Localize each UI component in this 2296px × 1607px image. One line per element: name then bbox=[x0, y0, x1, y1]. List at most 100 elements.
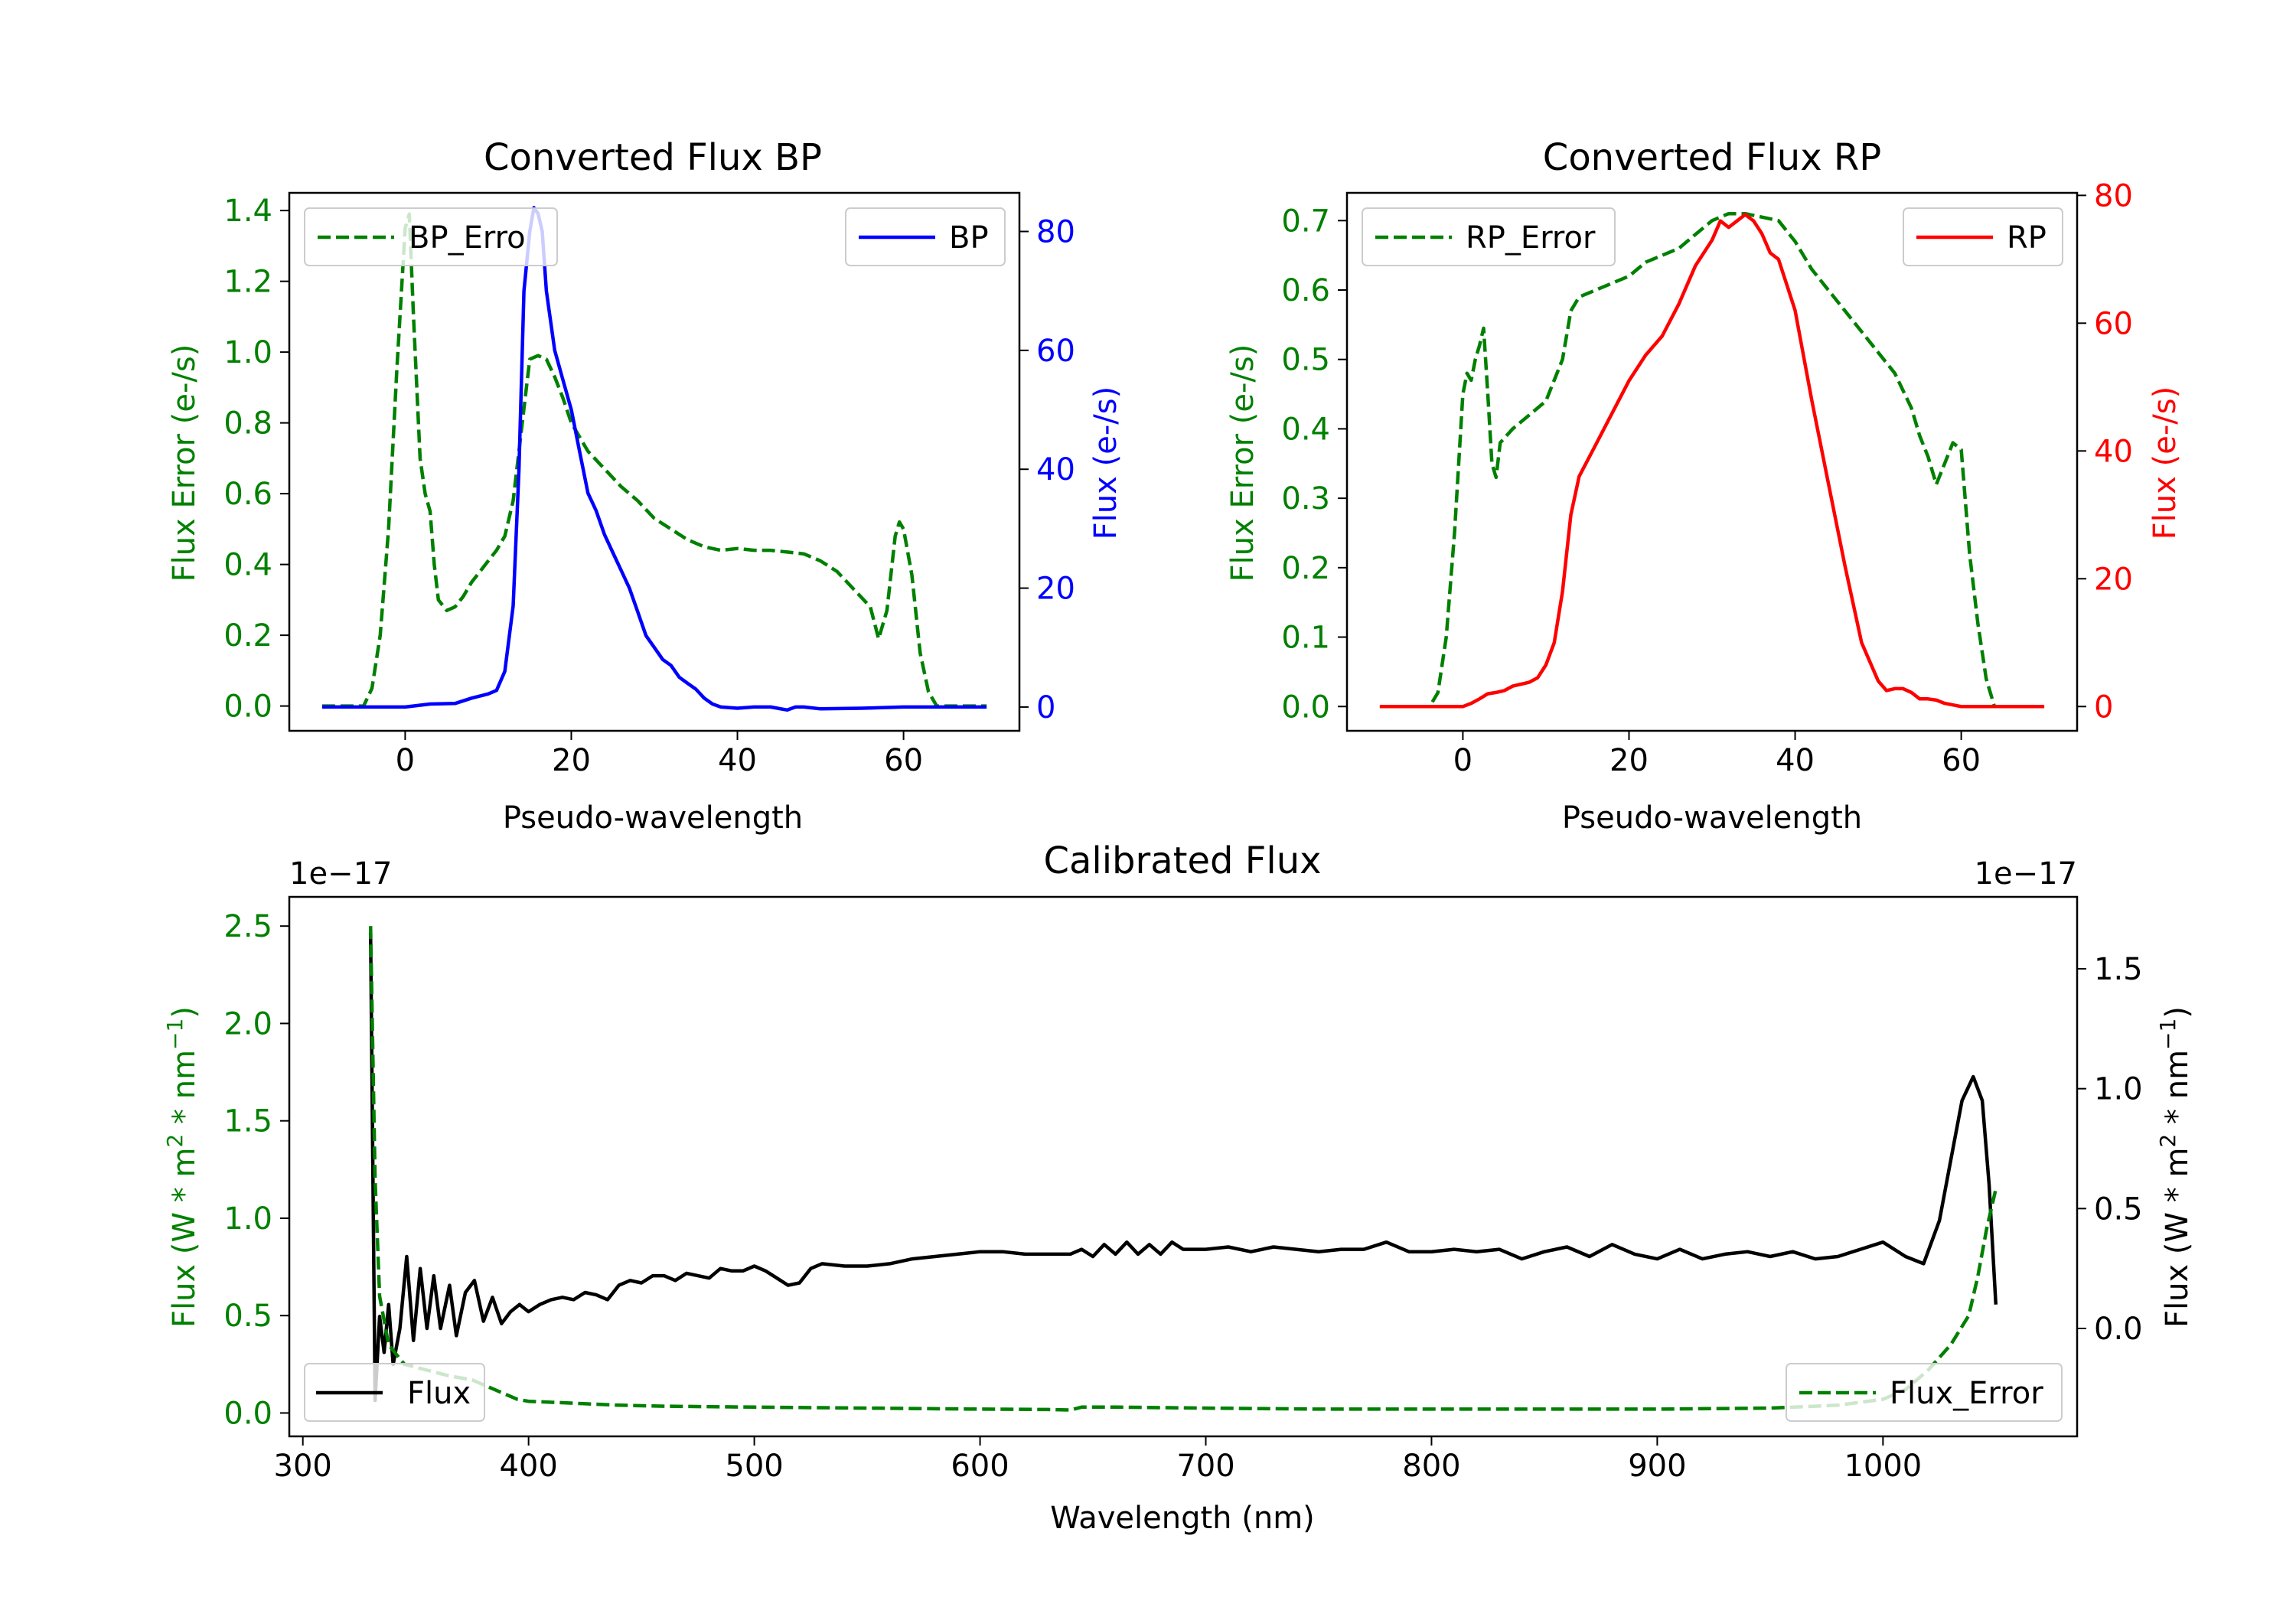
y-left-tick-label: 0.8 bbox=[223, 406, 272, 442]
bp-legend-left-label: BP_Erro bbox=[409, 220, 526, 256]
cal-legend-right: Flux_Error bbox=[1786, 1363, 2063, 1422]
y-right-tick-label: 0.0 bbox=[2094, 1312, 2143, 1347]
cal-xlabel: Wavelength (nm) bbox=[1050, 1501, 1315, 1536]
cal-ylabel-left: Flux (W * m2 * nm−1) bbox=[162, 1006, 202, 1328]
cal-plot-frame bbox=[288, 895, 2079, 1438]
cal-ylabel-left-exp: −1 bbox=[162, 1019, 188, 1050]
bp-xlabel: Pseudo-wavelength bbox=[503, 800, 803, 836]
cal-ylabel-right-b: * nm bbox=[2160, 1050, 2195, 1134]
y-left-tick-label: 2.5 bbox=[223, 909, 272, 944]
cal-ylabel-right-sup2: 2 bbox=[2155, 1134, 2180, 1148]
y-left-tick-label: 0.0 bbox=[223, 1396, 272, 1431]
y-right-tick-label: 0 bbox=[2094, 689, 2113, 725]
cal-legend-left: Flux bbox=[304, 1363, 485, 1422]
x-tick-label: 700 bbox=[1176, 1449, 1234, 1484]
x-tick-label: 40 bbox=[718, 743, 757, 778]
y-left-tick-label: 0.4 bbox=[223, 548, 272, 583]
series-line-rp-error bbox=[1379, 211, 2045, 709]
x-tick-label: 600 bbox=[951, 1449, 1009, 1484]
rp-ylabel-right: Flux (e-/s) bbox=[2148, 386, 2183, 539]
bp-panel: Converted Flux BP Pseudo-wavelength Flux… bbox=[167, 136, 1124, 836]
y-right-tick-label: 20 bbox=[2094, 562, 2133, 597]
y-left-tick-label: 0.7 bbox=[1281, 204, 1330, 239]
cal-xticks: 300 400 500 600 700 800 900 1000 bbox=[274, 1436, 1922, 1484]
rp-panel: Converted Flux RP Pseudo-wavelength Flux… bbox=[1225, 136, 2183, 836]
bp-xticks: 0 20 40 60 bbox=[396, 731, 923, 778]
cal-yticks-left: 0.0 0.5 1.0 1.5 2.0 2.5 bbox=[223, 909, 289, 1431]
x-tick-label: 800 bbox=[1402, 1449, 1460, 1484]
y-left-tick-label: 0.6 bbox=[1281, 273, 1330, 308]
cal-yticks-right: 0.0 0.5 1.0 1.5 bbox=[2077, 952, 2143, 1347]
series-line-bp bbox=[321, 206, 987, 712]
x-tick-label: 20 bbox=[552, 743, 591, 778]
y-left-tick-label: 1.0 bbox=[223, 335, 272, 370]
cal-title: Calibrated Flux bbox=[1043, 839, 1321, 882]
x-tick-label: 1000 bbox=[1844, 1449, 1922, 1484]
cal-ylabel-left-close: ) bbox=[167, 1006, 202, 1019]
x-tick-label: 400 bbox=[499, 1449, 557, 1484]
x-tick-label: 300 bbox=[274, 1449, 332, 1484]
y-right-tick-label: 0 bbox=[1036, 690, 1055, 725]
y-left-tick-label: 0.2 bbox=[1281, 551, 1330, 586]
cal-offset-left: 1e−17 bbox=[289, 856, 392, 892]
rp-plot-frame bbox=[1345, 191, 2079, 732]
y-right-tick-label: 80 bbox=[1036, 214, 1075, 249]
rp-yticks-left: 0.0 0.1 0.2 0.3 0.4 0.5 0.6 0.7 bbox=[1281, 204, 1347, 725]
cal-ylabel-right-exp: −1 bbox=[2155, 1019, 2180, 1050]
series-line-rp bbox=[1379, 213, 2045, 709]
x-tick-label: 0 bbox=[396, 743, 415, 778]
cal-offset-right: 1e−17 bbox=[1975, 856, 2077, 892]
series-line-flux bbox=[368, 932, 1998, 1403]
cal-ylabel-right-close: ) bbox=[2160, 1006, 2195, 1019]
y-right-tick-label: 40 bbox=[2094, 434, 2133, 469]
rp-xlabel: Pseudo-wavelength bbox=[1562, 800, 1862, 836]
cal-ylabel-left-a: Flux (W * m bbox=[167, 1148, 202, 1328]
y-left-tick-label: 0.2 bbox=[223, 618, 272, 654]
cal-legend-right-box bbox=[1786, 1363, 2063, 1422]
rp-legend-left-box bbox=[1362, 207, 1616, 266]
cal-ylabel-right: Flux (W * m2 * nm−1) bbox=[2155, 1006, 2195, 1328]
y-left-tick-label: 0.6 bbox=[223, 477, 272, 512]
bp-ylabel-right: Flux (e-/s) bbox=[1088, 386, 1124, 539]
y-right-tick-label: 60 bbox=[1036, 334, 1075, 369]
y-right-tick-label: 60 bbox=[2094, 306, 2133, 341]
y-left-tick-label: 0.3 bbox=[1281, 481, 1330, 517]
rp-legend-right-label: RP bbox=[2007, 220, 2047, 256]
y-left-tick-label: 0.4 bbox=[1281, 412, 1330, 447]
y-right-tick-label: 0.5 bbox=[2094, 1191, 2143, 1227]
bp-ylabel-left: Flux Error (e-/s) bbox=[167, 344, 202, 582]
rp-yticks-right: 0 20 40 60 80 bbox=[2077, 178, 2133, 725]
y-right-tick-label: 40 bbox=[1036, 452, 1075, 487]
x-tick-label: 0 bbox=[1453, 743, 1473, 778]
y-left-tick-label: 0.0 bbox=[1281, 689, 1330, 725]
y-left-tick-label: 1.4 bbox=[223, 194, 272, 229]
y-left-tick-label: 0.5 bbox=[1281, 343, 1330, 378]
x-tick-label: 20 bbox=[1609, 743, 1649, 778]
y-left-tick-label: 1.5 bbox=[223, 1104, 272, 1139]
x-tick-label: 500 bbox=[725, 1449, 783, 1484]
rp-legend-right: RP bbox=[1903, 207, 2063, 266]
bp-yticks-left: 0.0 0.2 0.4 0.6 0.8 1.0 1.2 1.4 bbox=[223, 194, 289, 725]
y-left-tick-label: 0.0 bbox=[223, 689, 272, 725]
x-tick-label: 60 bbox=[1942, 743, 1981, 778]
cal-ylabel-left-sup2: 2 bbox=[162, 1134, 188, 1148]
y-right-tick-label: 1.0 bbox=[2094, 1072, 2143, 1107]
y-left-tick-label: 1.2 bbox=[223, 265, 272, 300]
bp-title: Converted Flux BP bbox=[484, 136, 822, 179]
cal-legend-right-label: Flux_Error bbox=[1890, 1376, 2043, 1411]
rp-title: Converted Flux RP bbox=[1543, 136, 1881, 179]
cal-ylabel-right-a: Flux (W * m bbox=[2160, 1148, 2195, 1328]
y-right-tick-label: 1.5 bbox=[2094, 952, 2143, 987]
bp-plot-frame bbox=[288, 191, 1021, 732]
y-right-tick-label: 20 bbox=[1036, 572, 1075, 607]
rp-legend-left: RP_Error bbox=[1362, 207, 1616, 266]
y-left-tick-label: 2.0 bbox=[223, 1006, 272, 1041]
rp-series bbox=[1379, 211, 2045, 709]
cal-ylabel-left-b: * nm bbox=[167, 1050, 202, 1134]
y-right-tick-label: 80 bbox=[2094, 178, 2133, 214]
cal-legend-left-label: Flux bbox=[407, 1376, 471, 1411]
rp-xticks: 0 20 40 60 bbox=[1453, 731, 1981, 778]
y-left-tick-label: 0.1 bbox=[1281, 621, 1330, 656]
rp-legend-left-label: RP_Error bbox=[1466, 220, 1596, 256]
